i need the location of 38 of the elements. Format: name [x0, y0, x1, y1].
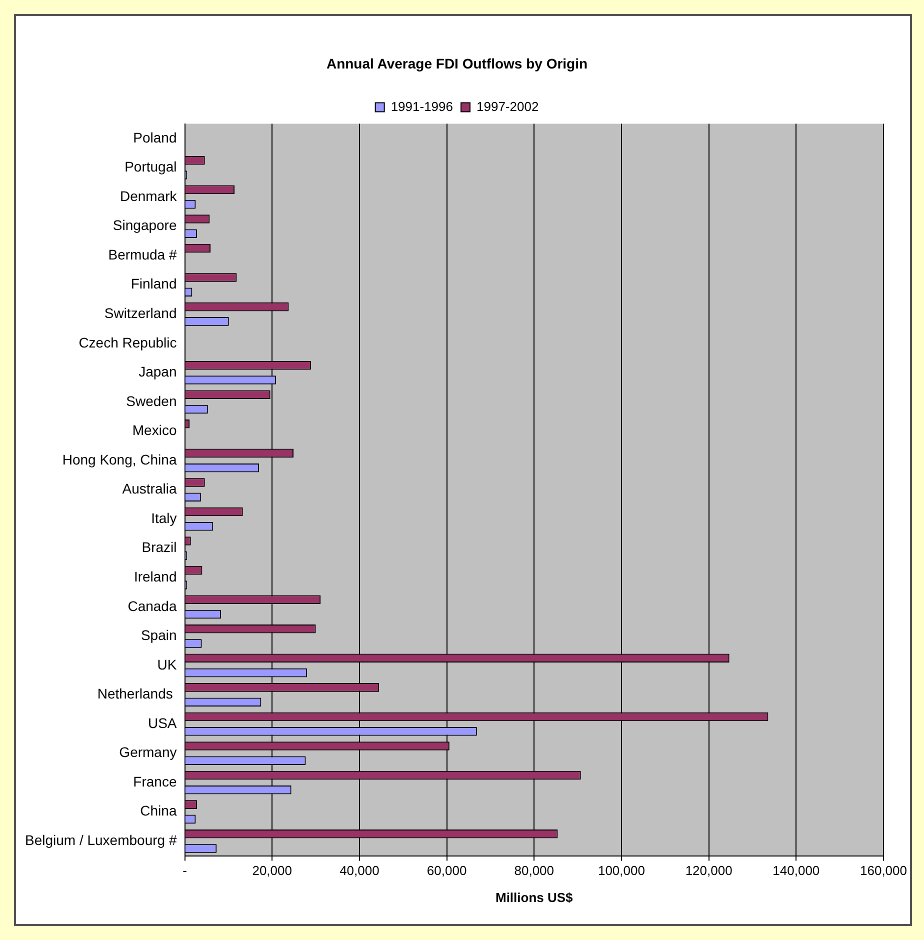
- y-tick-label: Sweden: [126, 392, 177, 409]
- y-tick-label: UK: [157, 656, 178, 672]
- y-tick-label: Switzerland: [104, 304, 177, 321]
- y-tick-label: Bermuda #: [108, 246, 177, 262]
- y-tick-label: Mexico: [132, 422, 177, 438]
- x-tick-label: 80,000: [514, 863, 554, 878]
- x-tick-label: 20,000: [252, 863, 292, 878]
- x-axis-title: Millions US$: [495, 890, 574, 905]
- y-tick-label: Germany: [119, 744, 177, 760]
- y-tick-label: Australia: [122, 480, 177, 497]
- y-tick-label: USA: [148, 714, 178, 731]
- y-tick-label: France: [133, 773, 177, 790]
- x-tick-label: 160,000: [860, 863, 908, 878]
- y-tick-label: Italy: [151, 510, 177, 526]
- y-tick-label: Brazil: [142, 539, 177, 556]
- legend-label: 1997-2002: [476, 98, 539, 114]
- y-tick-label: Belgium / Luxembourg #: [24, 832, 177, 848]
- x-tick-label: 120,000: [685, 863, 732, 878]
- y-tick-label: Hong Kong, China: [62, 451, 177, 468]
- y-tick-label: Canada: [128, 598, 177, 614]
- y-tick-label: Singapore: [112, 217, 177, 234]
- x-tick-label: 40,000: [340, 863, 380, 878]
- x-tick-label: -: [182, 863, 187, 878]
- y-tick-label: Finland: [130, 276, 177, 292]
- y-tick-label: Portugal: [124, 158, 177, 175]
- y-tick-label: Denmark: [120, 188, 178, 204]
- legend-label: 1991-1996: [390, 98, 454, 114]
- y-tick-label: Ireland: [134, 568, 177, 584]
- x-tick-label: 140,000: [772, 863, 820, 878]
- y-tick-label: China: [140, 802, 177, 819]
- chart-title: Annual Average FDI Outflows by Origin: [326, 55, 588, 72]
- x-tick-label: 100,000: [598, 863, 645, 878]
- y-tick-label: Czech Republic: [78, 334, 177, 350]
- x-tick-label: 60,000: [426, 863, 467, 878]
- y-tick-label: Spain: [140, 627, 177, 644]
- y-tick-label: Poland: [133, 129, 177, 146]
- y-tick-label: Japan: [138, 364, 177, 380]
- y-tick-label: Netherlands: [97, 686, 177, 702]
